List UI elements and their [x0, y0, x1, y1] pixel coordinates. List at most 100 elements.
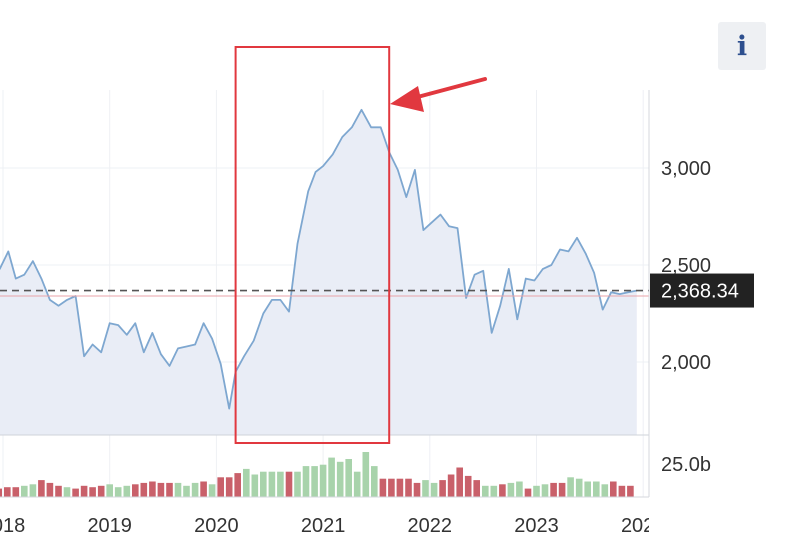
highlight-box	[234, 46, 391, 444]
axes: 2,000 2,500 3,000 2,368.34 25.0b 2018 2019 2020…	[0, 90, 754, 537]
volume-bar	[627, 485, 634, 498]
reference-lines	[0, 289, 649, 297]
volume-bar	[396, 478, 404, 497]
volume-bar	[447, 474, 455, 497]
volume-bar	[601, 484, 609, 497]
volume-bar	[430, 482, 438, 497]
x-tick-label: 2023	[514, 515, 559, 537]
volume-bar	[379, 478, 387, 497]
volume-bar	[405, 478, 412, 497]
arrow-head	[390, 86, 424, 112]
info-icon: i	[736, 30, 748, 62]
volume-bar	[584, 481, 591, 497]
volume-bar	[123, 485, 131, 498]
volume-bar	[140, 482, 148, 497]
volume-bar	[294, 471, 301, 497]
price-area-fill	[0, 109, 637, 435]
volume-bar	[63, 487, 71, 497]
volume-bar	[336, 461, 344, 497]
volume-bar	[200, 481, 207, 497]
volume-bar	[89, 487, 96, 497]
volume-bar	[208, 484, 216, 497]
volume-bar	[311, 466, 318, 497]
x-tick-label: 2020	[194, 515, 239, 537]
volume-bar	[234, 473, 241, 497]
volume-bar	[225, 477, 233, 497]
volume-bar	[422, 480, 429, 497]
volume-bar	[12, 487, 20, 497]
volume-bar	[499, 484, 506, 497]
volume-bar	[114, 487, 122, 497]
current-value-label: 2,368.34	[661, 281, 739, 303]
y-tick-label: 2,500	[661, 255, 711, 277]
volume-bar	[567, 477, 574, 497]
volume-bar	[72, 488, 79, 497]
volume-bar	[285, 471, 293, 497]
volume-bar	[533, 485, 540, 498]
x-tick-label: 2022	[408, 515, 453, 537]
volume-bar	[38, 480, 45, 497]
volume-bar	[439, 480, 446, 497]
volume-bar	[191, 482, 199, 497]
volume-bar	[593, 481, 600, 497]
y-tick-label: 3,000	[661, 158, 711, 180]
volume-bar	[618, 485, 626, 498]
volume-bar	[464, 475, 472, 497]
volume-bar	[388, 478, 395, 497]
volume-bar	[516, 481, 523, 497]
volume-bar	[319, 464, 327, 497]
x-tick-label: 2024	[621, 515, 666, 537]
volume-bar	[29, 484, 37, 497]
volume-bar	[490, 485, 498, 498]
volume-bar	[174, 482, 182, 497]
volume-bar	[97, 485, 105, 498]
volume-bar	[328, 457, 335, 497]
volume-bar	[575, 478, 583, 497]
volume-bar	[21, 485, 28, 498]
price-line	[0, 108, 637, 410]
arrow-shaft	[408, 77, 487, 101]
volume-bar	[183, 485, 190, 498]
volume-bar	[157, 482, 165, 497]
volume-bar	[106, 484, 113, 497]
volume-bar	[260, 471, 267, 497]
volume-bar	[524, 488, 532, 497]
volume-bar	[217, 477, 224, 497]
current-value-badge-bg	[650, 273, 754, 308]
volume-bar	[550, 482, 557, 497]
volume-bar	[166, 482, 173, 497]
volume-bar	[80, 485, 88, 498]
volume-bar	[251, 474, 259, 497]
volume-bar	[0, 488, 2, 497]
current-value-badge: 2,368.34	[650, 273, 754, 308]
volume-bar	[132, 484, 139, 497]
x-tick-label: 2018	[0, 515, 25, 537]
volume-bar	[46, 482, 54, 497]
volume-bar	[268, 471, 276, 497]
volume-bar	[277, 471, 284, 497]
info-button[interactable]: i	[718, 22, 766, 70]
x-tick-label: 2021	[301, 515, 346, 537]
y-tick-label: 2,000	[661, 352, 711, 374]
volume-bar	[610, 481, 617, 497]
volume-bar	[507, 482, 515, 497]
volume-bar	[243, 468, 250, 497]
volume-bar	[541, 484, 549, 497]
volume-bar	[345, 459, 352, 497]
volume-bar	[362, 452, 370, 497]
volume-bar	[55, 485, 62, 498]
volume-bar	[482, 485, 489, 498]
volume-bar	[413, 482, 421, 497]
volume-bar	[149, 481, 156, 497]
volume-bar	[302, 466, 310, 497]
x-tick-label: 2019	[87, 515, 132, 537]
volume-bar	[4, 487, 11, 497]
volume-axis-label: 25.0b	[661, 454, 711, 476]
volume-bar	[353, 471, 361, 497]
volume-bars	[0, 452, 634, 498]
price-series	[0, 108, 637, 410]
volume-bar	[371, 466, 378, 497]
volume-bar	[456, 467, 463, 497]
